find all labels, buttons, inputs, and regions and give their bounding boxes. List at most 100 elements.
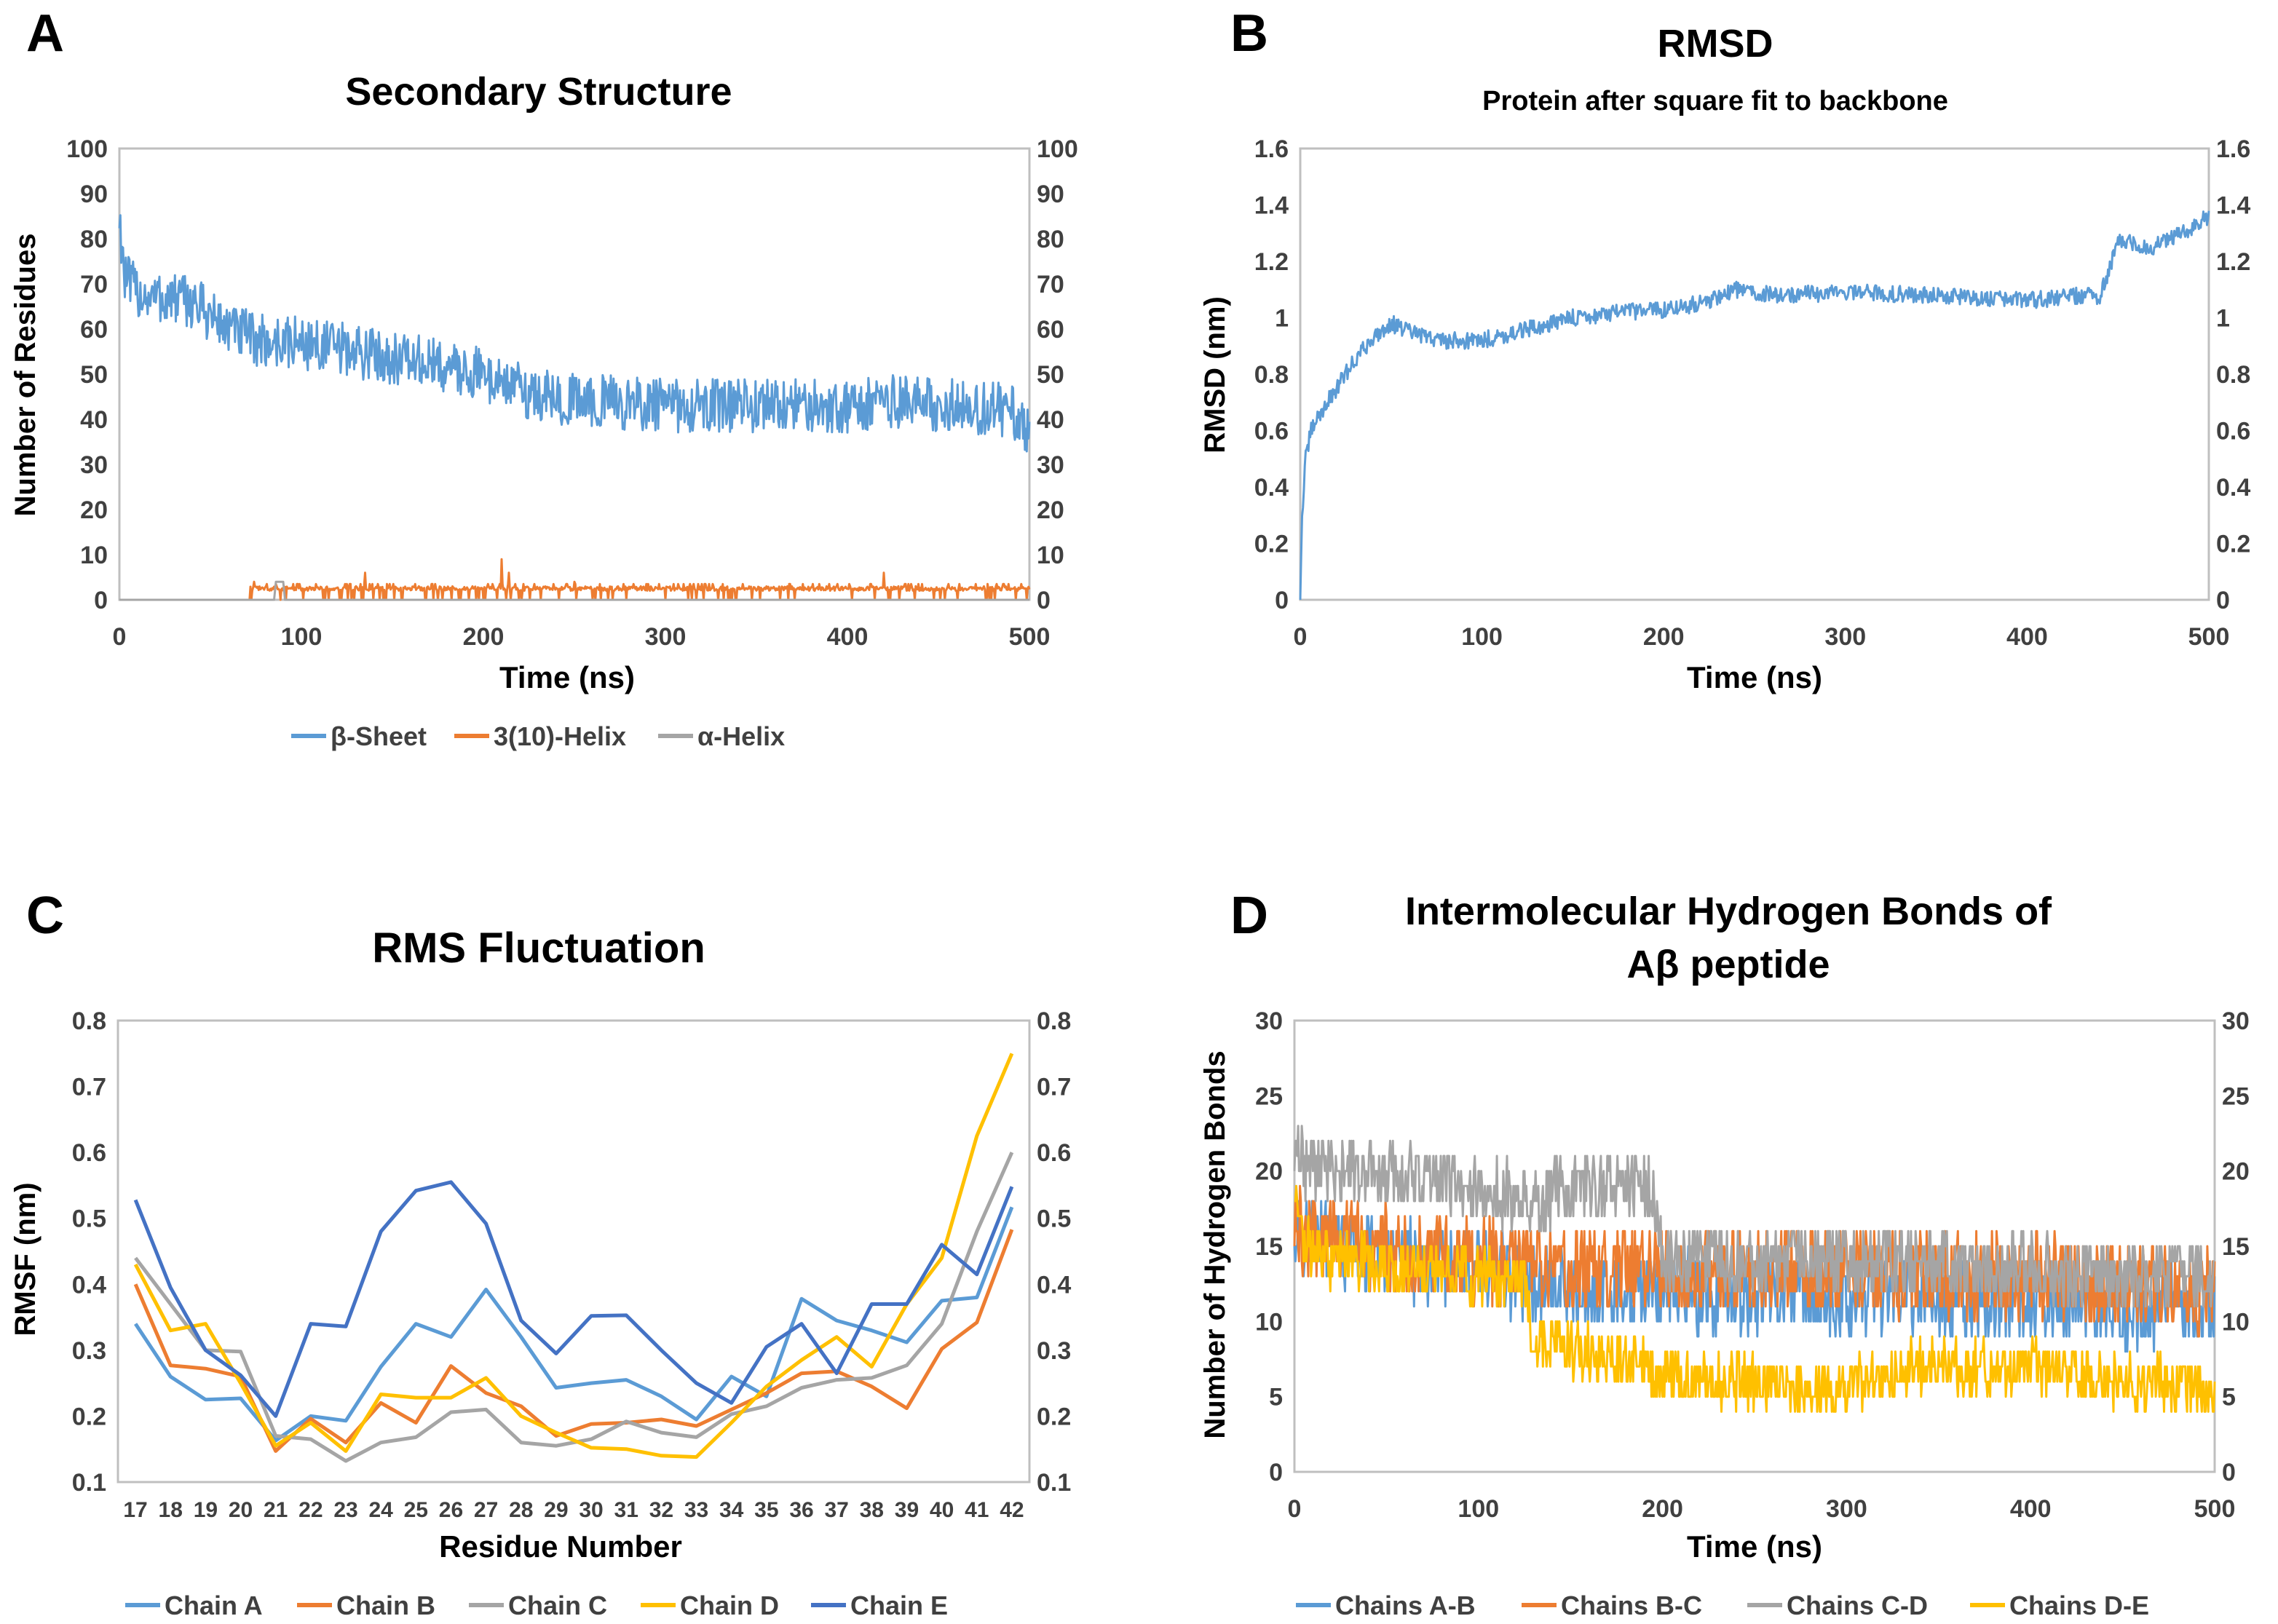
x-tick-label: 17 [123,1498,147,1522]
x-tick-label: 200 [463,623,505,651]
legend-label-310-helix: 3(10)-Helix [494,721,626,751]
legend-label-chains-b-c: Chains B-C [1561,1591,1702,1620]
y-tick-label-right: 1.6 [2216,135,2250,163]
chart-title-rmsd: RMSD [1658,22,1773,66]
x-tick-label: 0 [1294,623,1308,651]
legend-label-chains-c-d: Chains C-D [1787,1591,1928,1620]
y-tick-label-right: 20 [1037,496,1064,524]
y-tick-label-right: 40 [1037,406,1064,434]
y-tick-label-left: 20 [80,496,108,524]
x-tick-label: 24 [368,1498,393,1522]
panel-letter-c: C [26,887,64,945]
y-tick-label-left: 60 [80,316,108,344]
y-tick-label-right: 70 [1037,271,1064,298]
series-chains-d-e [1294,1184,2216,1413]
y-tick-label-right: 0.3 [1037,1337,1071,1365]
x-tick-label: 400 [2010,1495,2052,1523]
plot-area-rmsd: 0 00.2 0.20.4 0.40.6 0.60.8 0.81 11.2 1.21.4 1.4… [1254,135,2251,651]
y-axis-title-c: RMSF (nm) [9,1182,41,1336]
legend-d: Chains A-B Chains B-C Chains C-D Chains … [1296,1591,2149,1620]
y-tick-label-right: 1.4 [2216,192,2250,220]
x-tick-label: 34 [719,1498,744,1522]
y-tick-label-right: 60 [1037,316,1064,344]
series-3-10-helix [119,558,1031,601]
y-tick-label-right: 0.6 [2216,418,2250,445]
y-tick-label-right: 50 [1037,361,1064,389]
y-tick-label-left: 0.8 [72,1007,106,1035]
x-tick-label: 30 [579,1498,603,1522]
y-tick-label-left: 0.3 [72,1337,106,1365]
y-tick-label-right: 15 [2222,1233,2250,1261]
x-tick-label: 400 [827,623,869,651]
y-tick-label-left: 10 [1255,1308,1283,1336]
y-tick-label-right: 90 [1037,181,1064,208]
y-tick-label-left: 30 [80,451,108,479]
y-tick-label-right: 30 [1037,451,1064,479]
x-tick-label: 38 [860,1498,884,1522]
x-tick-label: 100 [1461,623,1503,651]
series-chain-b [133,1229,1014,1453]
y-tick-label-left: 70 [80,271,108,298]
panel-letter-d: D [1230,887,1268,945]
legend-label-chain-d: Chain D [680,1591,779,1620]
y-tick-label-right: 1 [2216,305,2230,333]
y-tick-label-left: 1.4 [1254,192,1289,220]
y-axis-title-a: Number of Residues [9,234,41,517]
x-tick-label: 29 [544,1498,568,1522]
x-tick-label: 19 [194,1498,218,1522]
y-tick-label-right: 1.2 [2216,248,2250,276]
y-tick-label-right: 10 [2222,1308,2250,1336]
x-tick-label: 32 [649,1498,673,1522]
y-tick-label-right: 20 [2222,1158,2250,1186]
chart-title-hbonds-line2: Aβ peptide [1627,943,1830,986]
y-tick-label-right: 80 [1037,226,1064,253]
legend-label-chain-b: Chain B [336,1591,435,1620]
x-tick-label: 26 [439,1498,463,1522]
y-tick-label-right: 0.7 [1037,1074,1071,1101]
chart-rms-fluctuation: 0.1 0.1 0.2 0.2 0.3 0.3 0.4 0.4 0.5 0.5 0.6 0.6 0.7 0… [72,1007,1072,1522]
x-tick-label: 300 [1824,623,1866,651]
y-tick-label-left: 1.6 [1254,135,1289,163]
x-tick-label: 0 [1288,1495,1302,1523]
plot-frame-b [1299,147,2210,601]
x-tick-label: 400 [2006,623,2048,651]
legend-label-chain-a: Chain A [165,1591,263,1620]
y-tick-label-right: 0.6 [1037,1139,1071,1167]
y-tick-label-left: 1 [1275,305,1289,333]
series-chain-c [134,1152,1014,1463]
x-tick-label: 300 [645,623,687,651]
x-tick-label: 500 [1009,623,1051,651]
y-tick-label-left: 0.8 [1254,361,1289,389]
y-tick-label-right: 0.2 [1037,1403,1071,1430]
x-tick-label: 300 [1826,1495,1867,1523]
chart-title-hbonds-line1: Intermolecular Hydrogen Bonds of [1405,890,2052,933]
series-sheet [118,214,1031,453]
y-tick-label-right: 0 [1037,587,1051,614]
y-tick-label-left: 100 [66,135,108,163]
panel-letter-b: B [1230,4,1268,63]
y-tick-label-left: 0 [1269,1459,1283,1486]
x-tick-label: 500 [2194,1495,2236,1523]
x-tick-label: 37 [824,1498,848,1522]
y-tick-label-left: 0.7 [72,1074,106,1101]
x-tick-label: 35 [754,1498,778,1522]
legend-label-chains-a-b: Chains A-B [1335,1591,1476,1620]
y-tick-label-right: 0.4 [2216,474,2250,502]
chart-rmsd: 0 00.2 0.20.4 0.40.6 0.60.8 0.81 11.2 1.21.4 1.4… [1254,135,2251,651]
x-tick-label: 18 [159,1498,183,1522]
x-tick-label: 100 [281,623,323,651]
legend-c: Chain A Chain B Chain C Chain D Chain E [125,1591,948,1620]
x-tick-label: 20 [229,1498,253,1522]
series-chains-c-d [1293,1125,2215,1308]
x-tick-label: 39 [895,1498,919,1522]
x-tick-label: 42 [1000,1498,1024,1522]
y-tick-label-right: 0 [2216,587,2230,614]
y-tick-label-left: 80 [80,226,108,253]
series-chain-e [133,1180,1014,1418]
x-tick-label: 200 [1643,623,1685,651]
legend-label-chains-d-e: Chains D-E [2009,1591,2149,1620]
x-tick-label: 28 [509,1498,533,1522]
